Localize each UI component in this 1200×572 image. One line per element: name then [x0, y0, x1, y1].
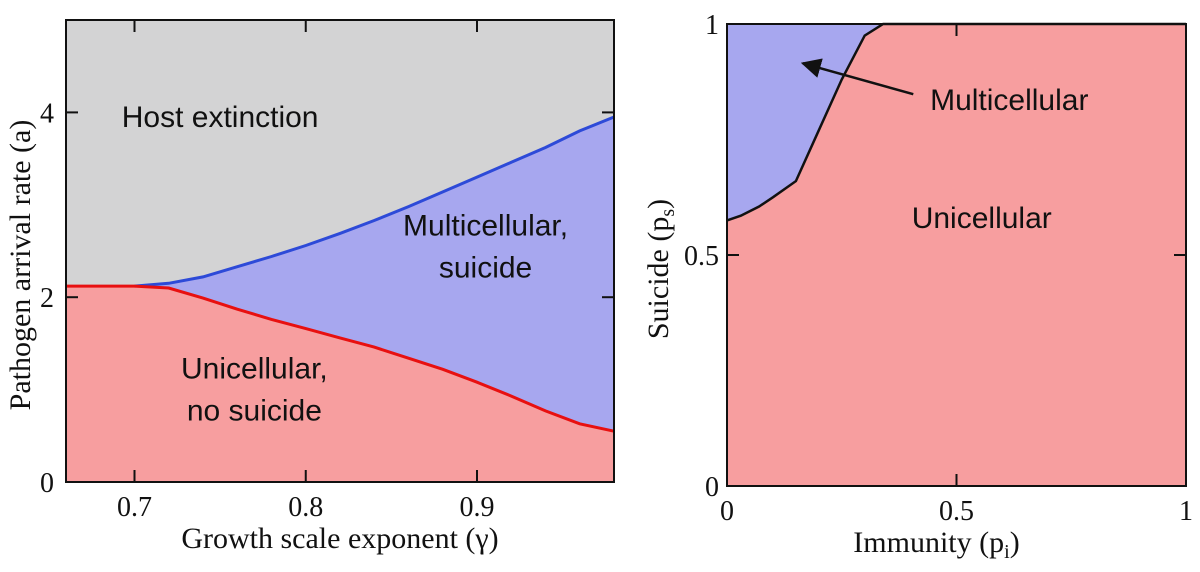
region-label: Unicellular	[912, 202, 1052, 235]
region-labels: Multicellular Unicellular	[800, 58, 1088, 235]
region-pointer-arrow	[800, 58, 914, 96]
y-tick-label: 0	[40, 468, 54, 499]
region-label-line: Host extinction	[122, 101, 319, 134]
x-tick-label: 0.9	[460, 492, 495, 523]
x-tick-label: 0.7	[117, 492, 152, 523]
phase-diagram-immunity-suicide: 0 0.5 1 0 0.5 1 Multicellular Unicellular Immu…	[642, 10, 1193, 563]
lower-boundary-line	[66, 284, 615, 433]
y-tick-label: 2	[40, 283, 54, 314]
boundary-line	[726, 22, 1186, 222]
upper-boundary-line	[134, 115, 615, 288]
region-label-line: Multicellular,	[403, 209, 568, 242]
phase-diagram-growth-exponent: 0.7 0.8 0.9 0 2 4 Host extinction Multicellula…	[4, 19, 615, 555]
region-host-extinction	[66, 20, 614, 287]
y-axis-title-subscript: s	[657, 209, 679, 217]
tick-labels: 0.7 0.8 0.9 0 2 4	[40, 98, 495, 523]
y-tick-label: 0	[705, 472, 719, 503]
region-labels: Host extinction Multicellular, suicide Unic…	[122, 101, 568, 428]
y-axis-title: Pathogen arrival rate (a)	[4, 120, 37, 411]
boundary-lines	[726, 22, 1186, 222]
y-axis-title-text: Suicide (p	[642, 217, 675, 339]
y-tick-label: 0.5	[684, 241, 719, 272]
region-label-line: no suicide	[187, 395, 322, 428]
region-label-line: Multicellular	[930, 84, 1088, 117]
y-tick-label: 4	[40, 98, 54, 129]
tick-labels: 0 0.5 1 0 0.5 1	[684, 10, 1193, 527]
tick-marks	[66, 20, 614, 483]
region-label: Unicellular, no suicide	[181, 353, 328, 428]
region-label-line: Unicellular,	[181, 353, 328, 386]
boundary-lines	[66, 115, 615, 433]
x-tick-label: 0	[720, 496, 734, 527]
region-label-line: suicide	[439, 251, 532, 284]
y-tick-label: 1	[705, 10, 719, 41]
region-label: Multicellular	[930, 84, 1088, 117]
region-multicellular	[66, 117, 614, 432]
y-axis-title: Suicide (ps)	[642, 199, 679, 339]
tick-marks	[726, 23, 1187, 487]
y-axis-title-close: )	[642, 199, 675, 209]
region-label: Multicellular, suicide	[403, 209, 568, 284]
x-tick-label: 0.5	[939, 496, 974, 527]
region-unicellular	[66, 286, 614, 482]
x-axis-title: Immunity (pi)	[853, 526, 1019, 563]
x-axis-title: Growth scale exponent (γ)	[181, 522, 498, 555]
x-tick-label: 0.8	[288, 492, 323, 523]
x-axis-title-close: )	[1010, 526, 1020, 559]
x-tick-label: 1	[1179, 496, 1193, 527]
plot-frame	[65, 19, 615, 483]
region-label: Host extinction	[122, 101, 319, 134]
region-label-line: Unicellular	[912, 202, 1052, 235]
x-axis-title-subscript: i	[1004, 541, 1010, 563]
region-fills	[66, 20, 614, 482]
x-axis-title-text: Immunity (p	[853, 526, 1004, 559]
